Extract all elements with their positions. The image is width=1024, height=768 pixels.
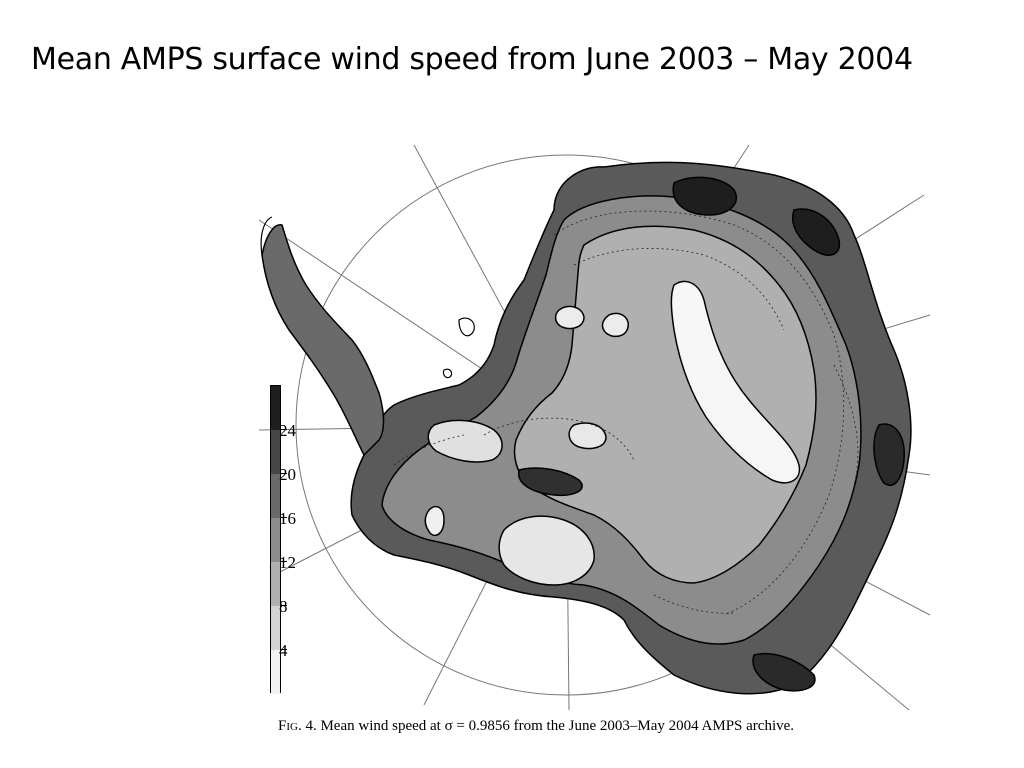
- figure-caption: Fig. 4. Mean wind speed at σ = 0.9856 fr…: [278, 718, 794, 735]
- colorbar-segment: [271, 430, 280, 474]
- colorbar-tick-label: 24: [279, 421, 296, 440]
- colorbar-tick-label: 8: [279, 597, 288, 616]
- colorbar-tick: [281, 517, 287, 518]
- colorbar-segment: [271, 606, 280, 650]
- coastline-detail: [260, 216, 475, 379]
- colorbar-segment: [271, 474, 280, 518]
- colorbar-tick-label: 16: [279, 509, 296, 528]
- wind-speed-map: [254, 135, 934, 715]
- colorbar-tick-label: 12: [279, 553, 296, 572]
- colorbar-segment: [271, 562, 280, 606]
- caption-label: Fig. 4.: [278, 718, 317, 734]
- contour-lines: [393, 210, 859, 616]
- antarctica-map-graphic: [258, 144, 931, 711]
- colorbar-tick: [281, 605, 287, 606]
- colorbar-tick: [281, 649, 287, 650]
- colorbar-tick: [281, 561, 287, 562]
- colorbar-tick: [281, 429, 287, 430]
- colorbar-segment: [271, 650, 280, 694]
- colorbar-tick-label: 20: [279, 465, 296, 484]
- continent-shading: [261, 161, 912, 695]
- slide-title: Mean AMPS surface wind speed from June 2…: [31, 42, 913, 77]
- colorbar-tick-label: 4: [279, 641, 288, 660]
- caption-text: Mean wind speed at σ = 0.9856 from the J…: [316, 718, 795, 734]
- colorbar-tick: [281, 473, 287, 474]
- colorbar-segment: [271, 386, 280, 430]
- colorbar-segment: [271, 518, 280, 562]
- colorbar: [270, 385, 281, 694]
